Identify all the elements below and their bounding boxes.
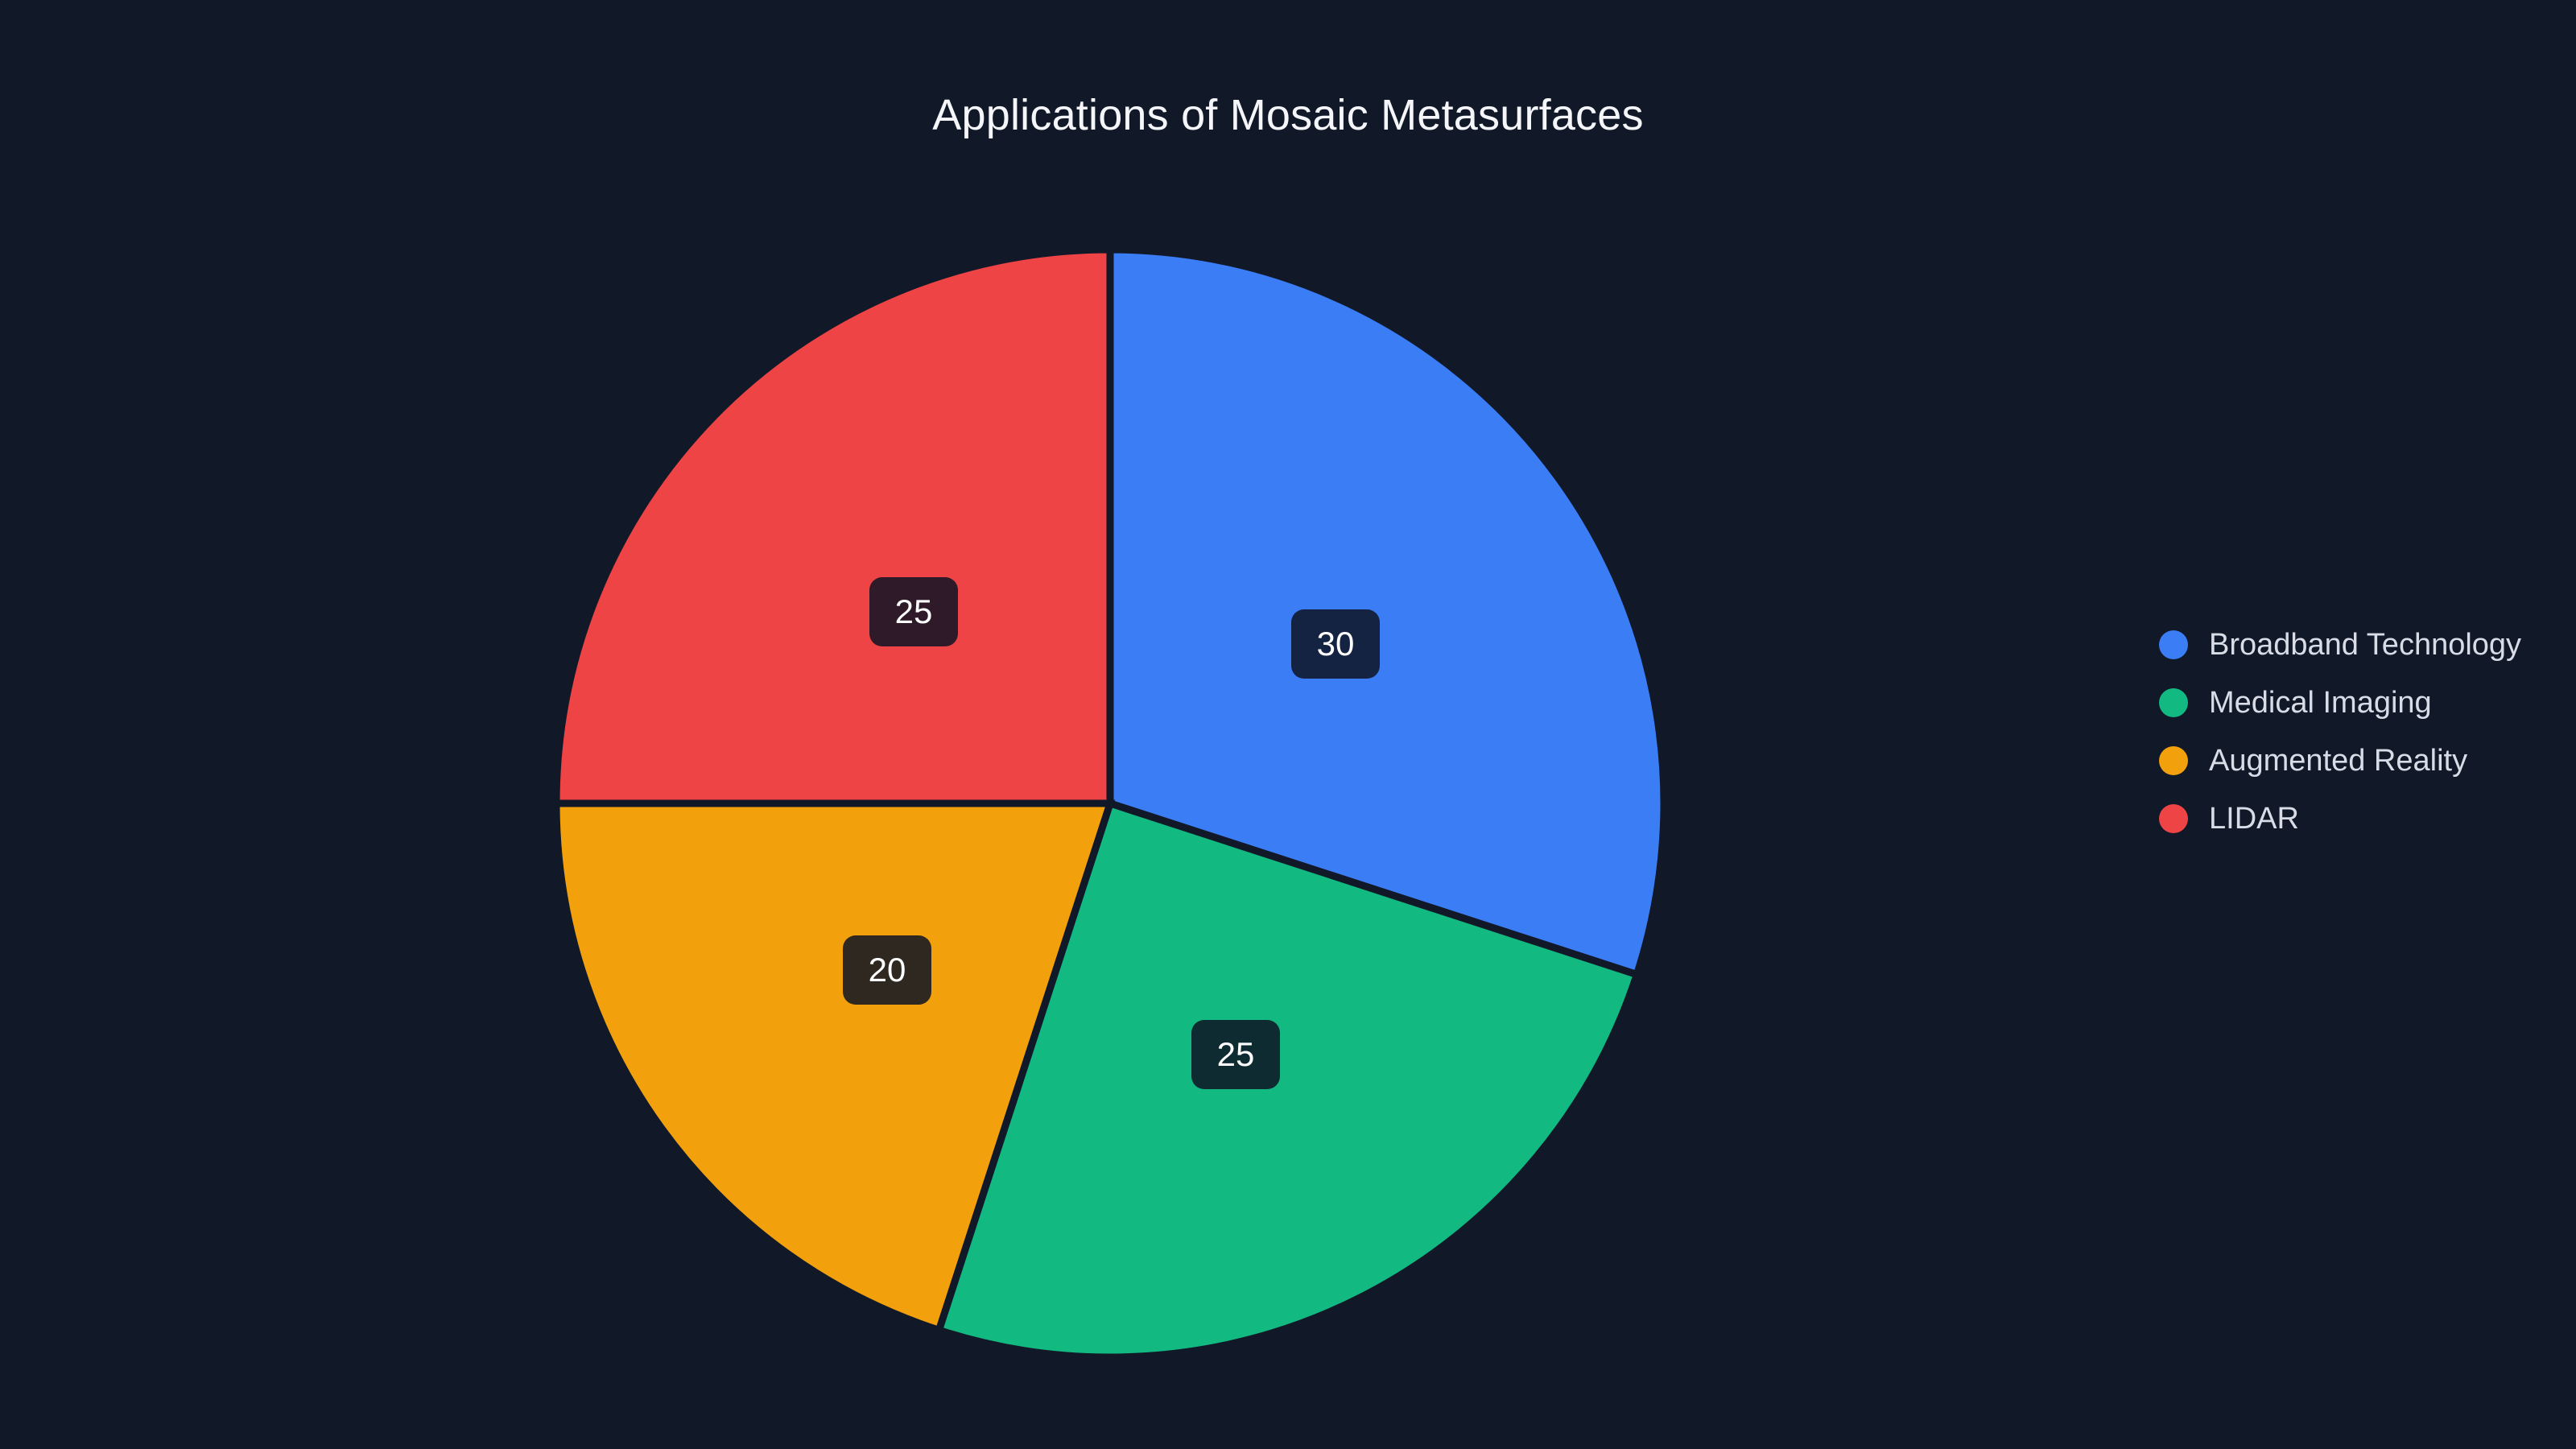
pie-slice-augmented-reality[interactable]	[552, 799, 1116, 1335]
chart-title: Applications of Mosaic Metasurfaces	[932, 91, 1644, 139]
pie-slice-lidar[interactable]	[552, 246, 1114, 807]
pie-slice-group	[552, 246, 1668, 1361]
legend-item-medical-imaging[interactable]: Medical Imaging	[2159, 674, 2521, 732]
legend-swatch-icon	[2159, 630, 2188, 659]
chart-legend: Broadband Technology Medical Imaging Augme…	[2159, 616, 2521, 848]
legend-item-label: Broadband Technology	[2209, 628, 2522, 662]
legend-item-label: Medical Imaging	[2209, 686, 2432, 720]
legend-item-label: LIDAR	[2209, 802, 2299, 836]
pie-data-label-medical-imaging: 25	[1191, 1020, 1280, 1089]
legend-swatch-icon	[2159, 804, 2188, 833]
legend-item-augmented-reality[interactable]: Augmented Reality	[2159, 732, 2521, 790]
legend-item-broadband-technology[interactable]: Broadband Technology	[2159, 616, 2521, 674]
legend-item-lidar[interactable]: LIDAR	[2159, 790, 2521, 848]
pie-slice-medical-imaging[interactable]	[934, 799, 1642, 1361]
pie-data-label-lidar: 25	[869, 577, 958, 646]
pie-slice-broadband-technology[interactable]	[1106, 246, 1668, 980]
pie-data-label-augmented-reality: 20	[843, 935, 931, 1005]
pie-data-label-broadband-technology: 30	[1291, 609, 1380, 679]
legend-item-label: Augmented Reality	[2209, 744, 2468, 778]
legend-swatch-icon	[2159, 688, 2188, 717]
legend-swatch-icon	[2159, 746, 2188, 775]
